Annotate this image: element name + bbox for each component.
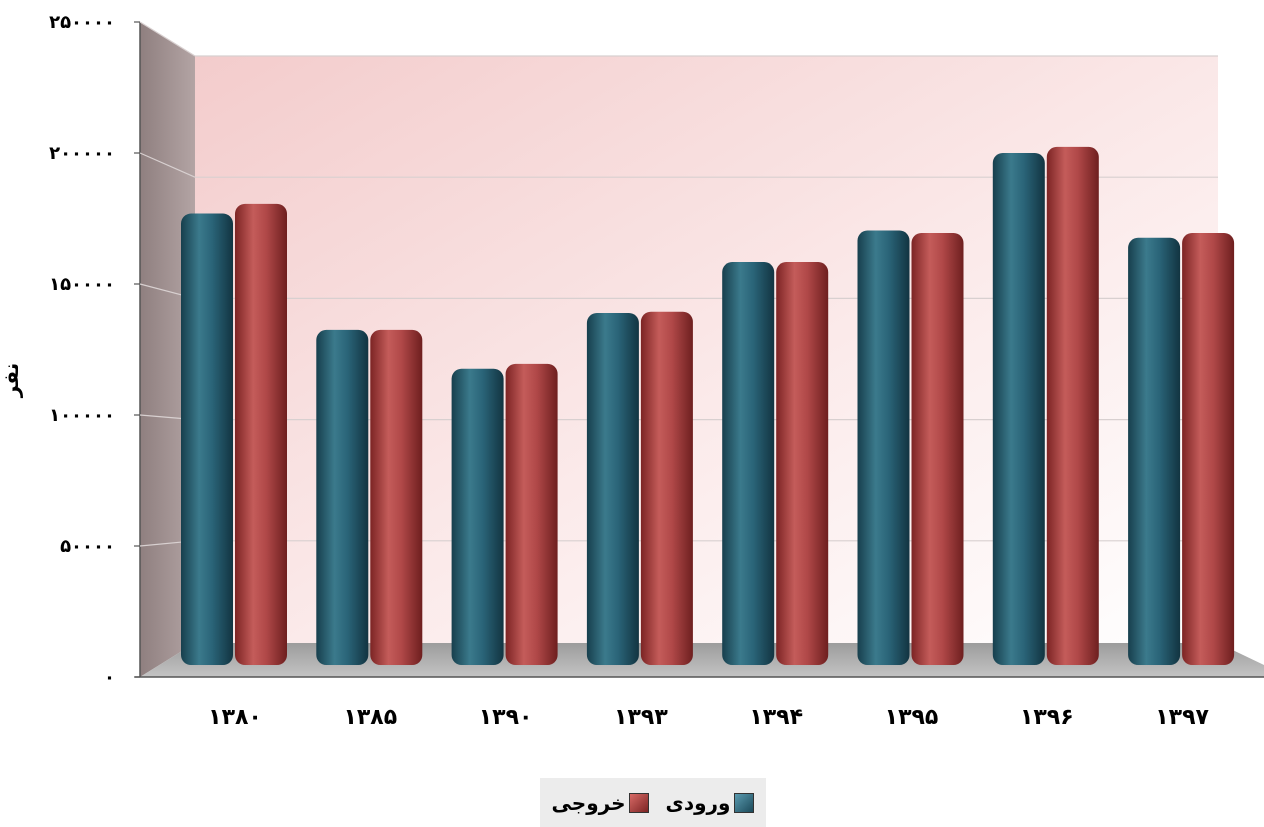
x-tick-label: ۱۳۸۰ — [208, 705, 262, 730]
bar-outgoing — [776, 262, 829, 665]
x-tick-label: ۱۳۹۳ — [614, 705, 668, 730]
y-tick-labels: ۰ ۵۰۰۰۰ ۱۰۰۰۰۰ ۱۵۰۰۰۰ ۲۰۰۰۰۰ ۲۵۰۰۰۰ — [49, 12, 115, 688]
legend-item-outgoing: خروجی — [552, 791, 650, 815]
y-tick-label: ۲۵۰۰۰۰ — [49, 12, 115, 33]
bars — [181, 146, 1235, 666]
bar-outgoing — [370, 329, 423, 665]
x-tick-label: ۱۳۹۷ — [1155, 705, 1209, 730]
bar-incoming — [722, 262, 775, 665]
bar-incoming — [316, 329, 369, 665]
legend-label-incoming: ورودی — [665, 790, 731, 815]
gridline-side — [139, 21, 196, 57]
bar-outgoing — [235, 203, 287, 665]
bar-incoming — [992, 152, 1045, 665]
y-tick-label: ۵۰۰۰۰ — [60, 536, 115, 557]
bar-incoming — [181, 213, 233, 665]
bar-outgoing — [505, 363, 558, 665]
bar-incoming — [586, 312, 639, 665]
x-tick-label: ۱۳۹۶ — [1020, 705, 1074, 730]
x-tick-labels: ۱۳۸۰ ۱۳۸۵ ۱۳۹۰ ۱۳۹۳ ۱۳۹۴ ۱۳۹۵ ۱۳۹۶ ۱۳۹۷ — [208, 705, 1209, 730]
bar-outgoing — [911, 232, 964, 665]
legend-item-incoming: ورودی — [665, 790, 755, 815]
y-tick-label: ۲۰۰۰۰۰ — [49, 143, 115, 164]
bar-outgoing — [1182, 232, 1235, 665]
x-tick-label: ۱۳۹۰ — [479, 705, 533, 730]
y-tick-label: ۱۵۰۰۰۰ — [49, 274, 115, 295]
legend-swatch-outgoing — [629, 792, 650, 813]
legend-label-outgoing: خروجی — [551, 790, 626, 815]
legend-swatch-incoming — [734, 792, 755, 813]
bar-outgoing — [640, 311, 693, 665]
x-tick-label: ۱۳۸۵ — [343, 705, 397, 730]
y-tick-label: ۱۰۰۰۰۰ — [49, 405, 115, 426]
bar-outgoing — [1046, 146, 1099, 665]
x-tick-label: ۱۳۹۵ — [885, 705, 939, 730]
gridline-side — [139, 152, 196, 178]
x-tick-label: ۱۳۹۴ — [749, 705, 803, 730]
y-axis-label: نفر — [0, 363, 23, 398]
bar-incoming — [451, 368, 504, 665]
bar-incoming — [857, 230, 910, 665]
bar-incoming — [1128, 237, 1181, 666]
y-tick-label: ۰ — [104, 667, 115, 688]
legend: ورودی خروجی — [540, 778, 766, 827]
